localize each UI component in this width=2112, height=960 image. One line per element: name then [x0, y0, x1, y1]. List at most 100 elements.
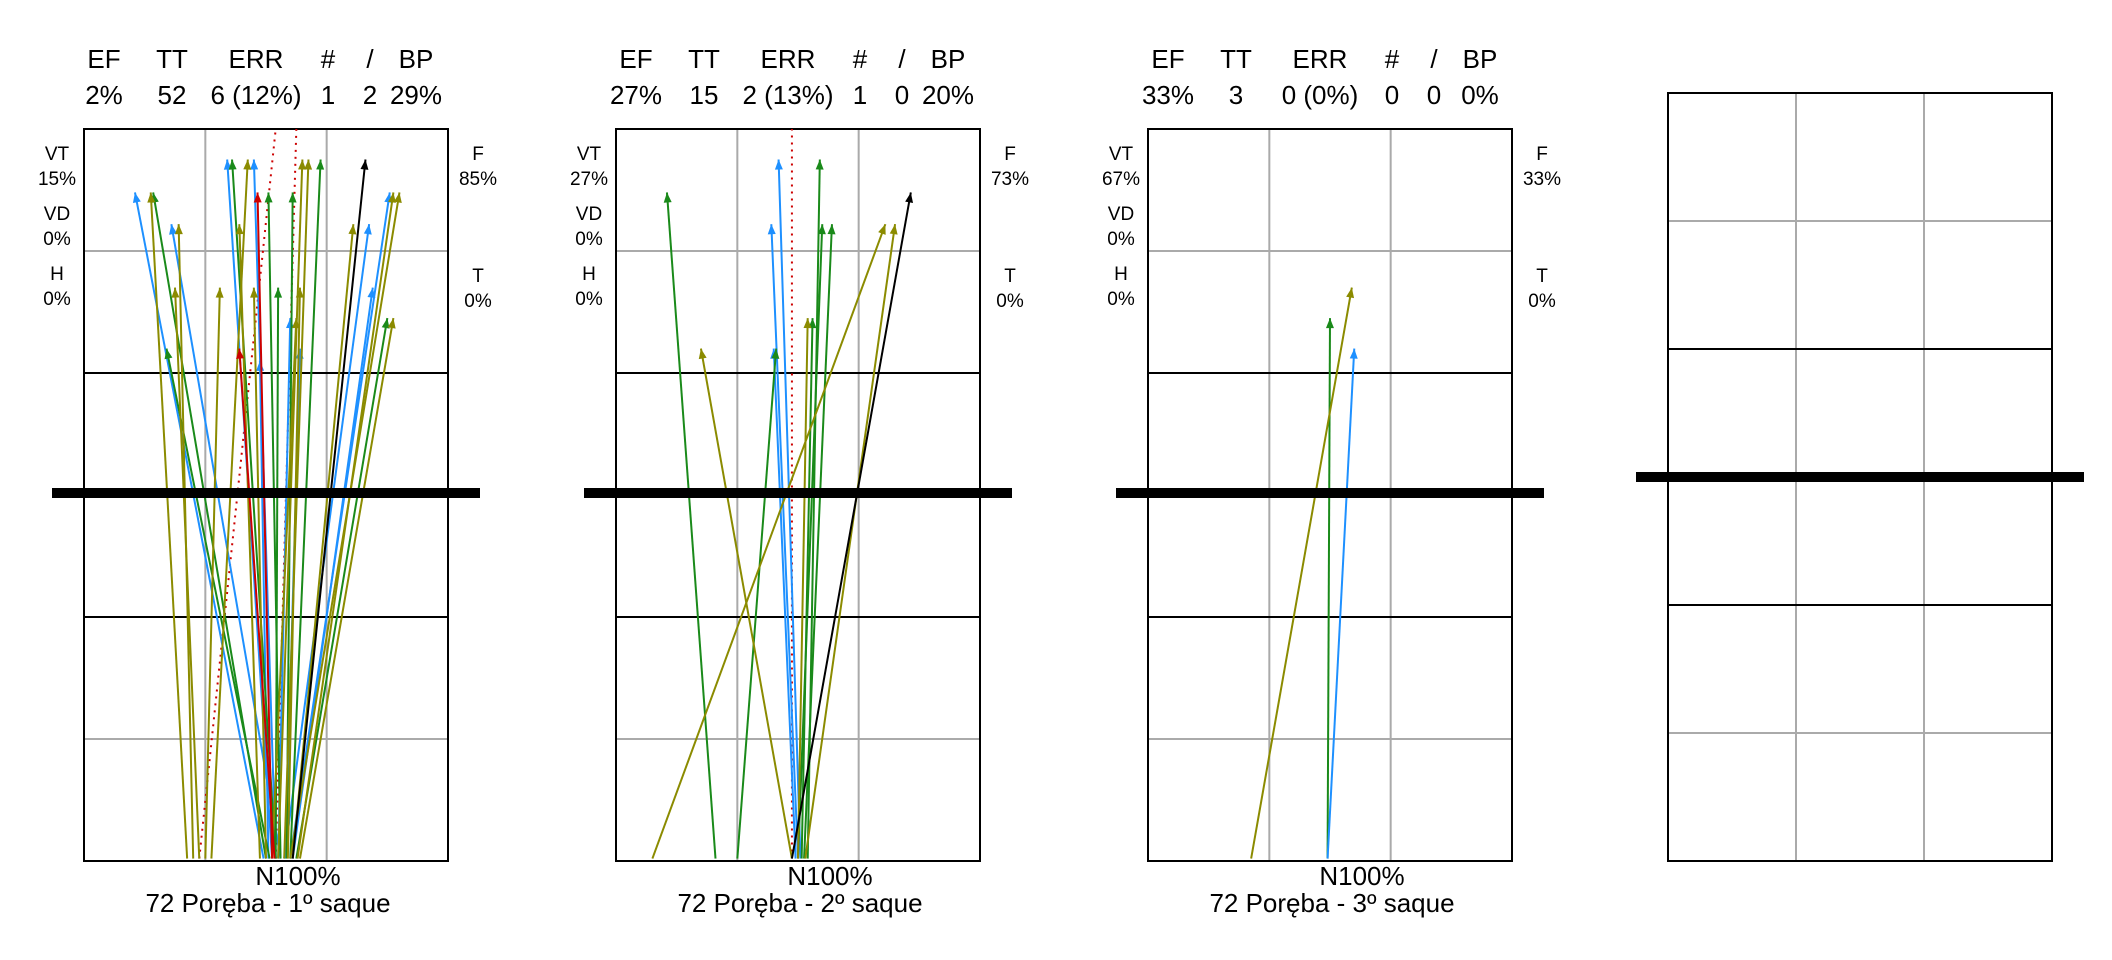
stat-value-3: 1	[321, 80, 335, 110]
serve-arrowhead	[388, 192, 396, 203]
serve-arrowhead	[316, 159, 325, 170]
serve-trajectory	[283, 159, 310, 859]
stat-header-0: EF	[87, 44, 120, 74]
serve-trajectory	[777, 159, 802, 859]
serve-trajectory	[665, 192, 717, 859]
serve-arrowhead	[274, 287, 283, 298]
serve-arrowhead	[171, 287, 180, 298]
serve-trajectory	[736, 348, 778, 859]
side-label-h: H	[582, 264, 596, 285]
serve-arrowhead	[1349, 348, 1358, 359]
chart-panel-2: EF TT ERR # / BP 27% 15 2 (13%) 1 0 20% VT 27% VD 0% H 0%…	[570, 44, 1029, 918]
stat-value-0: 33%	[1142, 80, 1194, 110]
serve-arrowhead	[348, 224, 357, 235]
serve-arrowhead	[817, 224, 826, 235]
serve-trajectory	[291, 159, 367, 859]
serve-trajectory	[267, 192, 282, 859]
serve-trajectory	[252, 287, 267, 859]
stat-value-4: 0	[895, 80, 909, 110]
stat-header-5: BP	[399, 44, 434, 74]
side-value-vt: 15%	[38, 169, 76, 190]
serve-arrowhead	[304, 159, 313, 170]
stat-value-2: 2 (13%)	[742, 80, 833, 110]
chart-panel-1: EF TT ERR # / BP 2% 52 6 (12%) 1 2 29% VT 15% VD 0% H 0% F…	[38, 44, 497, 918]
side-label-t: T	[472, 266, 484, 287]
serve-trajectory	[170, 223, 282, 859]
serve-arrowhead	[236, 348, 244, 359]
side-value-f: 33%	[1523, 169, 1561, 190]
serve-arrowhead	[169, 224, 177, 235]
stat-header-5: BP	[1463, 44, 1498, 74]
serve-trajectory	[1250, 287, 1353, 859]
serve-trajectory	[800, 318, 814, 859]
side-value-h: 0%	[1107, 289, 1135, 310]
stat-value-5: 0%	[1461, 80, 1499, 110]
serve-arrowhead	[147, 192, 156, 203]
stat-header-3: #	[1385, 44, 1400, 74]
serve-arrowhead	[174, 224, 183, 235]
serve-trajectory	[298, 317, 395, 859]
side-value-f: 85%	[459, 169, 497, 190]
serve-arrowhead	[264, 192, 273, 203]
stat-value-2: 0 (0%)	[1282, 80, 1359, 110]
serve-trajectory	[174, 287, 201, 859]
stat-value-1: 3	[1229, 80, 1243, 110]
chart-title: 72 Poręba - 3º saque	[1209, 888, 1454, 918]
serve-arrowhead	[250, 159, 259, 170]
serve-arrowhead	[288, 192, 297, 203]
side-label-f: F	[1536, 144, 1548, 165]
serve-arrowhead	[889, 224, 898, 235]
serve-arrowhead	[774, 159, 783, 170]
side-label-vd: VD	[1108, 204, 1134, 225]
serve-trajectory	[204, 287, 221, 859]
stat-value-4: 2	[363, 80, 377, 110]
serve-arrowhead	[243, 159, 252, 170]
serve-arrowhead	[367, 287, 376, 299]
side-label-t: T	[1004, 266, 1016, 287]
serve-trajectory	[277, 159, 304, 859]
serve-trajectory	[699, 348, 793, 859]
side-label-h: H	[1114, 264, 1128, 285]
side-label-vd: VD	[44, 204, 70, 225]
side-label-h: H	[50, 264, 64, 285]
side-value-vd: 0%	[1107, 229, 1135, 250]
serve-trajectory	[797, 224, 824, 859]
serve-trajectory	[271, 318, 298, 859]
stat-header-2: ERR	[1293, 44, 1348, 74]
serve-arrowhead	[387, 318, 396, 329]
stat-header-0: EF	[619, 44, 652, 74]
side-label-vt: VT	[1109, 144, 1134, 165]
serve-arrowhead	[905, 192, 914, 203]
stat-value-1: 52	[158, 80, 187, 110]
side-label-vt: VT	[577, 144, 602, 165]
side-value-h: 0%	[43, 289, 71, 310]
serve-trajectory	[231, 159, 277, 859]
serve-trajectory	[651, 223, 887, 859]
stat-header-2: ERR	[761, 44, 816, 74]
serve-trajectory	[1326, 318, 1331, 859]
serve-arrowhead	[132, 192, 141, 204]
serve-trajectory	[258, 360, 270, 859]
serve-arrowhead	[827, 224, 836, 235]
side-value-vd: 0%	[575, 229, 603, 250]
serve-arrowhead	[363, 224, 372, 235]
serve-arrowhead	[815, 159, 824, 170]
stat-header-4: /	[898, 44, 906, 74]
side-value-t: 0%	[464, 291, 492, 312]
bottom-label: N100%	[1319, 861, 1404, 891]
serve-trajectory	[289, 159, 322, 859]
side-value-vd: 0%	[43, 229, 71, 250]
stat-value-0: 2%	[85, 80, 123, 110]
side-value-t: 0%	[1528, 291, 1556, 312]
side-value-t: 0%	[996, 291, 1024, 312]
serve-trajectory	[1326, 348, 1356, 859]
bottom-label: N100%	[787, 861, 872, 891]
serve-arrowhead	[235, 224, 244, 235]
serve-trajectory	[238, 224, 261, 859]
serve-arrowhead	[360, 159, 369, 170]
stat-header-5: BP	[931, 44, 966, 74]
serve-trajectory	[286, 287, 301, 859]
serve-arrowhead	[250, 287, 259, 298]
empty-court	[1636, 92, 2084, 862]
